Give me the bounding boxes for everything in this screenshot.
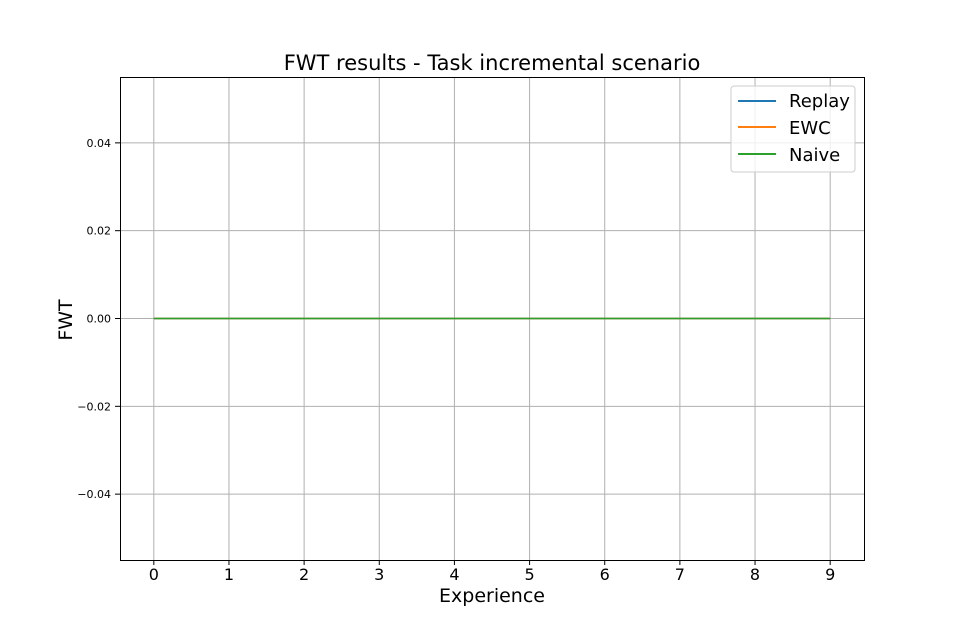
y-tick-label: −0.04 [77, 488, 111, 501]
legend-label-naive: Naive [789, 145, 840, 166]
x-tick-label: 4 [449, 565, 459, 584]
x-tick-label: 0 [149, 565, 159, 584]
x-tick-label: 2 [299, 565, 309, 584]
x-tick-label: 5 [524, 565, 534, 584]
plot-frame [120, 77, 865, 561]
x-tick-label: 1 [224, 565, 234, 584]
y-tick-label: 0.02 [87, 225, 112, 238]
x-tick-label: 8 [750, 565, 760, 584]
x-tick-label: 7 [675, 565, 685, 584]
legend: Replay EWC Naive [730, 85, 856, 173]
y-axis-label: FWT [55, 299, 77, 341]
legend-label-replay: Replay [789, 91, 850, 112]
axis-ticks: 0 1 2 3 4 5 6 7 8 9 −0.04 −0.02 0.00 0.02 0.04 [77, 137, 835, 584]
legend-label-ewc: EWC [789, 118, 831, 139]
legend-frame [730, 85, 856, 173]
x-tick-label: 6 [600, 565, 610, 584]
y-tick-label: −0.02 [77, 400, 111, 413]
x-axis-label: Experience [439, 585, 545, 607]
y-tick-label: 0.00 [87, 313, 112, 326]
y-tick-label: 0.04 [87, 137, 112, 150]
chart-title: FWT results - Task incremental scenario [284, 51, 701, 75]
x-tick-label: 3 [374, 565, 384, 584]
x-tick-label: 9 [825, 565, 835, 584]
